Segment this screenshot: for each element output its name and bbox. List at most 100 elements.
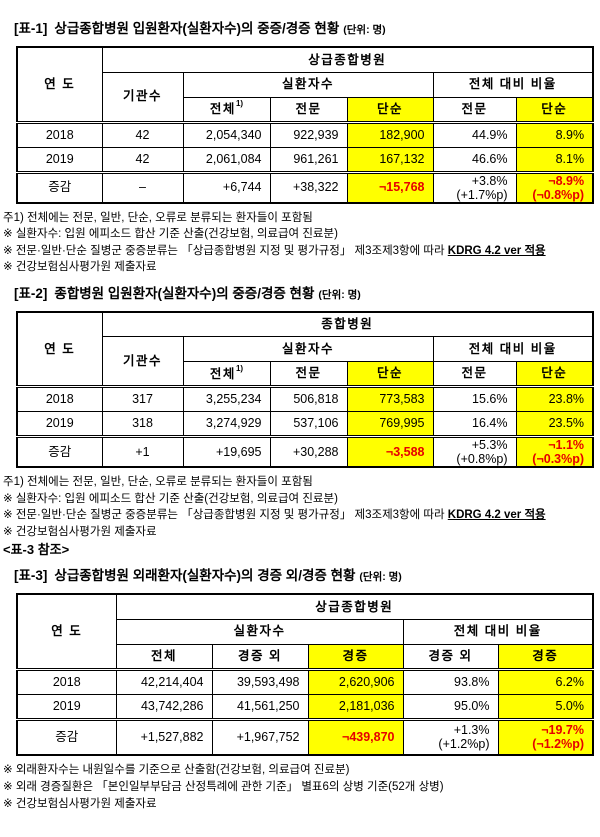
footnote-text: ※ 전문·일반·단순 질병군 중증분류는 「상급종합병원 지정 및 평가규정」 … bbox=[3, 509, 448, 521]
cell-mild-excl: 41,561,250 bbox=[211, 693, 309, 720]
cell-simple: ¬15,768 bbox=[346, 170, 434, 203]
cell-total: 43,742,286 bbox=[115, 693, 213, 720]
cell-total: 2,054,340 bbox=[182, 120, 271, 148]
cell-simple: 769,995 bbox=[346, 411, 434, 437]
cell-ratio-simple: 8.1% bbox=[515, 146, 594, 173]
ratio-line-1: ¬1.1% bbox=[548, 438, 585, 452]
t3-row-diff: 증감 +1,527,882 +1,967,752 ¬439,870 +1.3% … bbox=[16, 717, 594, 756]
t2-header-row-2: 기관수 실환자수 전체 대비 비율 bbox=[17, 336, 594, 387]
cell-ratio-mild-excl: 93.8% bbox=[402, 667, 499, 695]
ratio-line-1: ¬8.9% bbox=[548, 173, 585, 188]
cell-orgs: 42 bbox=[101, 146, 184, 173]
table3-title-text: 상급종합병원 외래환자(실환자수)의 경증 외/경증 현황 bbox=[54, 568, 356, 583]
cell-mild-excl: 39,593,498 bbox=[211, 667, 309, 695]
cell-total: +6,744 bbox=[182, 170, 271, 203]
t1-header-row-2: 기관수 실환자수 전체 대비 비율 bbox=[17, 71, 594, 123]
t1-head-group: 상급종합병원 bbox=[101, 46, 594, 73]
t1-row-diff: 증감 – +6,744 +38,322 ¬15,768 +3.8% (+1.7%… bbox=[16, 170, 594, 203]
cell-mild-excl: +1,967,752 bbox=[211, 717, 309, 756]
cell-diff-label: 증감 bbox=[16, 717, 117, 756]
t2-head-special: 전문 bbox=[269, 361, 348, 387]
cell-ratio-simple: 8.9% bbox=[515, 120, 594, 148]
t3-head-ratio: 전체 대비 비율 bbox=[402, 618, 594, 645]
cell-special: 961,261 bbox=[269, 146, 348, 173]
cell-ratio-special: +5.3% (+0.8%p) bbox=[432, 435, 517, 468]
t3-head-mild-excl: 경증 외 bbox=[211, 643, 309, 670]
ratio-line-1: +3.8% bbox=[471, 173, 508, 188]
cell-total: 42,214,404 bbox=[115, 667, 213, 695]
cell-ratio-special: 15.6% bbox=[432, 385, 517, 412]
t2-header-row-3: 전체1) 전문 단순 전문 단순 bbox=[17, 361, 594, 387]
ratio-line-2: (+1.2%p) bbox=[438, 737, 490, 752]
t3-head-mild: 경증 bbox=[307, 643, 404, 670]
footnote: ※ 실환자수: 입원 에피소드 합산 기준 산출(건강보험, 의료급여 진료분) bbox=[3, 228, 338, 240]
cell-ratio-simple: ¬1.1% (¬0.3%p) bbox=[515, 435, 594, 468]
table1-title-tag: [표-1] bbox=[14, 21, 48, 36]
cell-ratio-mild-excl: +1.3% (+1.2%p) bbox=[402, 717, 499, 756]
t2-head-group: 종합병원 bbox=[101, 311, 594, 337]
table2-footnotes: 주1) 전체에는 전문, 일반, 단순, 오류로 분류되는 환자들이 포함됨 ※… bbox=[3, 474, 592, 540]
t3-header-row-1: 연 도 상급종합병원 bbox=[16, 593, 594, 670]
t3-head-group: 상급종합병원 bbox=[115, 593, 594, 620]
t3-head-ratio-mild-excl: 경증 외 bbox=[402, 643, 499, 670]
cell-mild: 2,620,906 bbox=[307, 667, 404, 695]
footnote: ※ 건강보험심사평가원 제출자료 bbox=[3, 261, 157, 273]
t3-row-2019: 2019 43,742,286 41,561,250 2,181,036 95.… bbox=[16, 693, 594, 720]
cell-ratio-mild-excl: 95.0% bbox=[402, 693, 499, 720]
table2-unit-label: (단위: 명) bbox=[318, 288, 361, 301]
cell-ratio-simple: ¬8.9% (¬0.8%p) bbox=[515, 170, 594, 203]
table3-unit-label: (단위: 명) bbox=[359, 571, 402, 583]
table1-title: [표-1] 상급종합병원 입원환자(실환자수)의 중증/경증 현황 (단위: 명) bbox=[14, 21, 592, 38]
cell-simple: 167,132 bbox=[346, 146, 434, 173]
cell-diff-label: 증감 bbox=[16, 435, 103, 468]
cell-total: +1,527,882 bbox=[115, 717, 213, 756]
t3-header-row-3: 전체 경증 외 경증 경증 외 경증 bbox=[17, 643, 594, 670]
ratio-line-1: +1.3% bbox=[453, 723, 490, 738]
table1-unit-label: (단위: 명) bbox=[343, 24, 386, 36]
table3-reference-note: <표-3 참조> bbox=[3, 542, 70, 557]
t1-head-ratio-simple: 단순 bbox=[515, 96, 594, 123]
t1-head-ratio-special: 전문 bbox=[432, 96, 517, 123]
t1-head-orgs: 기관수 bbox=[101, 71, 184, 123]
cell-special: 922,939 bbox=[269, 120, 348, 148]
ratio-line-2: (¬0.3%p) bbox=[532, 452, 585, 466]
t1-head-year: 연 도 bbox=[16, 46, 103, 123]
footnote: ※ 건강보험심사평가원 제출자료 bbox=[3, 525, 157, 538]
footnote: ※ 건강보험심사평가원 제출자료 bbox=[3, 798, 157, 810]
t3-head-year: 연 도 bbox=[16, 593, 117, 670]
cell-ratio-mild: 5.0% bbox=[497, 693, 594, 720]
footnote: ※ 전문·일반·단순 질병군 중증분류는 「상급종합병원 지정 및 평가규정」 … bbox=[3, 507, 592, 524]
t3-head-ratio-mild: 경증 bbox=[497, 643, 594, 670]
cell-year: 2018 bbox=[16, 385, 103, 412]
cell-special: +38,322 bbox=[269, 170, 348, 203]
footnote: ※ 외래환자수는 내원일수를 기준으로 산출함(건강보험, 의료급여 진료분) bbox=[3, 764, 350, 776]
t3-header-row-2: 실환자수 전체 대비 비율 bbox=[17, 618, 594, 645]
footnote: 주1) 전체에는 전문, 일반, 단순, 오류로 분류되는 환자들이 포함됨 bbox=[3, 476, 313, 488]
cell-mild: ¬439,870 bbox=[307, 717, 404, 756]
table2-title-tag: [표-2] bbox=[14, 285, 48, 301]
cell-special: 506,818 bbox=[269, 385, 348, 412]
cell-year: 2019 bbox=[16, 411, 103, 437]
cell-simple: ¬3,588 bbox=[346, 435, 434, 468]
t2-head-year: 연 도 bbox=[16, 311, 103, 387]
ratio-line-1: ¬19.7% bbox=[541, 723, 584, 738]
t2-head-total: 전체1) bbox=[182, 361, 271, 387]
t2-head-orgs: 기관수 bbox=[101, 336, 184, 387]
t2-head-total-label: 전체 bbox=[209, 366, 236, 381]
cell-special: 537,106 bbox=[269, 411, 348, 437]
footnote: ※ 외래 경증질환은 「본인일부부담금 산정특례에 관한 기준」 별표6의 상병… bbox=[3, 781, 444, 793]
footnote: ※ 전문·일반·단순 질병군 중증분류는 「상급종합병원 지정 및 평가규정」 … bbox=[3, 243, 592, 260]
t1-head-simple: 단순 bbox=[346, 96, 434, 123]
t2-head-ratio: 전체 대비 비율 bbox=[432, 336, 594, 362]
t1-head-total: 전체1) bbox=[182, 96, 271, 123]
cell-year: 2019 bbox=[16, 693, 117, 720]
t2-header-row-1: 연 도 종합병원 bbox=[16, 311, 594, 387]
t1-header-row-3: 전체1) 전문 단순 전문 단순 bbox=[17, 96, 594, 123]
ratio-line-1: +5.3% bbox=[471, 438, 508, 452]
t2-head-total-superscript: 1) bbox=[235, 363, 244, 373]
table3: 연 도 상급종합병원 실환자수 전체 대비 비율 전체 경증 외 경증 경증 외… bbox=[16, 593, 594, 756]
t1-header-row-1: 연 도 상급종합병원 bbox=[16, 46, 594, 123]
cell-ratio-mild: 6.2% bbox=[497, 667, 594, 695]
table1-footnotes: 주1) 전체에는 전문, 일반, 단순, 오류로 분류되는 환자들이 포함됨 ※… bbox=[3, 210, 592, 276]
table2-title-text: 종합병원 입원환자(실환자수)의 중증/경증 현황 bbox=[54, 285, 315, 301]
